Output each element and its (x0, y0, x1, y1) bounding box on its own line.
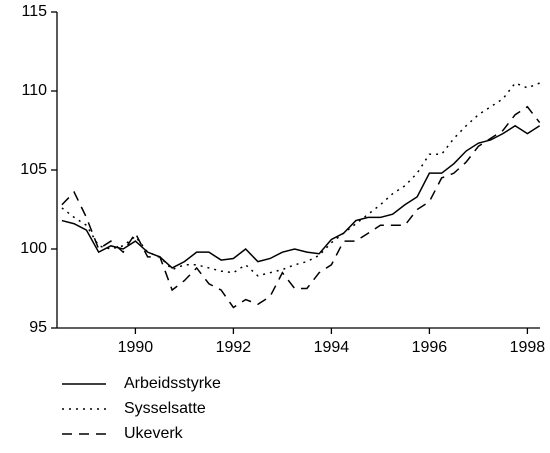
x-tick-label: 1994 (314, 339, 350, 356)
y-tick-label: 115 (21, 3, 47, 20)
x-tick-label: 1992 (216, 339, 252, 356)
line-series (61, 82, 540, 277)
legend-label: Sysselsatte (124, 400, 206, 417)
y-tick-label: 105 (20, 161, 47, 178)
y-tick-label: 95 (29, 319, 47, 336)
line-series (61, 124, 541, 269)
legend-label: Ukeverk (124, 425, 184, 442)
x-tick-label: 1990 (118, 339, 154, 356)
x-tick-label: 1996 (412, 339, 448, 356)
y-tick-label: 110 (21, 82, 47, 99)
y-tick-label: 100 (20, 240, 47, 257)
legend-label: Arbeidsstyrke (124, 375, 221, 392)
line-series (61, 105, 541, 309)
x-tick-label: 1998 (510, 339, 546, 356)
